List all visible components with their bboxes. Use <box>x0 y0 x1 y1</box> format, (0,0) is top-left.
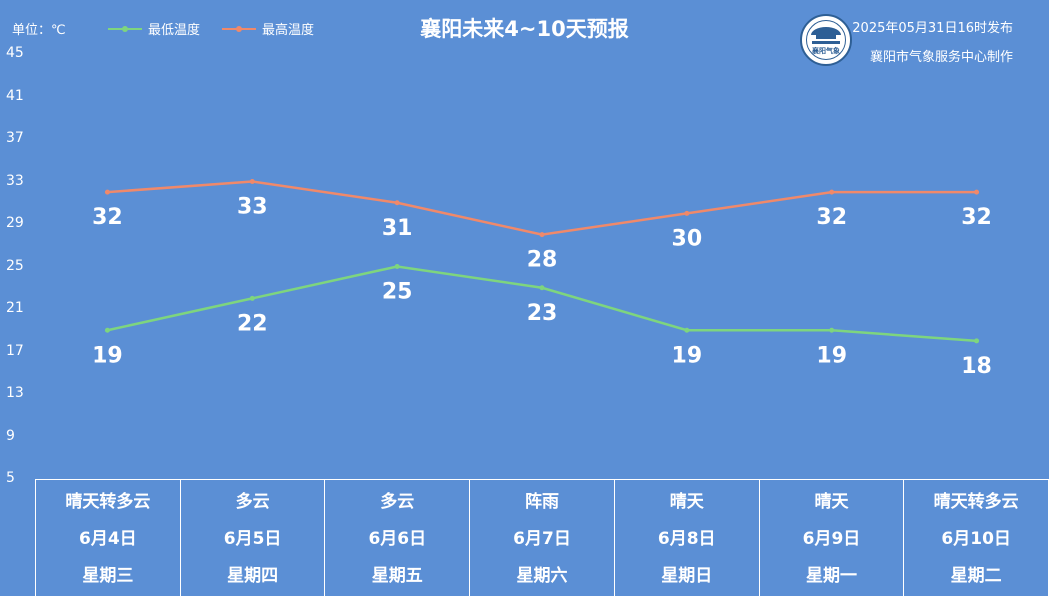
day-weekday: 星期三 <box>82 566 134 586</box>
data-point <box>394 264 400 269</box>
day-weather: 晴天 <box>814 492 849 512</box>
data-label: 28 <box>527 248 558 273</box>
day-weekday: 星期六 <box>516 566 568 586</box>
data-label: 18 <box>961 354 992 379</box>
day-weather: 多云 <box>235 492 270 512</box>
y-tick-label: 21 <box>6 300 24 316</box>
day-weather: 晴天转多云 <box>65 492 151 512</box>
data-point <box>539 232 545 238</box>
y-tick-label: 37 <box>6 130 24 146</box>
data-label: 22 <box>237 311 268 336</box>
data-label: 31 <box>382 216 413 241</box>
y-tick-label: 29 <box>6 215 24 231</box>
day-date: 6月7日 <box>513 529 571 549</box>
maker-label: 襄阳市气象服务中心制作 <box>869 50 1013 65</box>
publish-time: 2025年05月31日16时发布 <box>852 21 1013 36</box>
day-weekday: 星期四 <box>227 566 279 586</box>
data-point <box>829 189 835 195</box>
weather-service-logo: 襄阳气象 <box>800 14 852 66</box>
data-point <box>104 327 110 333</box>
day-weekday: 星期一 <box>805 566 857 586</box>
day-column: 晴天转多云 6月10日星期二 <box>903 480 1049 596</box>
chart-title: 襄阳未来4~10天预报 <box>420 17 629 41</box>
legend-low-label: 最低温度 <box>148 23 201 38</box>
y-tick-label: 41 <box>6 87 24 104</box>
day-weather: 阵雨 <box>525 492 560 512</box>
daily-forecast-table: 晴天转多云 6月4日星期三 多云 6月5日星期四 多云 6月6日星期五 阵雨 6月7日星期六 晴… <box>35 479 1049 596</box>
data-label: 19 <box>92 343 123 368</box>
day-weather: 多云 <box>380 492 415 512</box>
legend-low-swatch <box>108 22 142 36</box>
data-label: 25 <box>382 280 413 305</box>
data-label: 32 <box>92 205 123 230</box>
legend-high-label: 最高温度 <box>262 23 315 38</box>
y-tick-label: 25 <box>6 257 24 274</box>
day-date: 6月6日 <box>368 529 427 549</box>
data-point <box>829 327 835 333</box>
logo-text: 襄阳气象 <box>812 47 840 55</box>
legend-high-swatch <box>222 22 256 36</box>
day-date: 6月10日 <box>941 529 1011 549</box>
day-column: 晴天 6月8日星期日 <box>613 480 759 596</box>
day-column: 晴天 6月9日星期一 <box>758 480 904 596</box>
data-point <box>539 285 545 291</box>
data-point <box>394 200 400 206</box>
data-label: 23 <box>527 301 558 326</box>
data-label: 32 <box>816 205 847 230</box>
legend-high: 最高温度 <box>222 19 314 38</box>
data-label: 32 <box>961 205 992 230</box>
data-point <box>974 189 980 195</box>
day-column: 晴天转多云 6月4日星期三 <box>35 480 180 596</box>
data-label: 19 <box>816 343 847 368</box>
day-weather: 晴天 <box>669 492 704 512</box>
data-point <box>249 295 255 301</box>
data-label: 33 <box>237 195 268 220</box>
day-column: 多云 6月6日星期五 <box>324 480 469 596</box>
day-weekday: 星期日 <box>661 566 713 586</box>
y-tick-label: 17 <box>6 342 24 359</box>
day-column: 阵雨 6月7日星期六 <box>469 480 614 596</box>
data-label: 30 <box>672 226 703 251</box>
y-tick-label: 33 <box>6 172 24 189</box>
data-point <box>249 179 255 184</box>
unit-label: 单位：℃ <box>12 23 66 38</box>
day-date: 6月9日 <box>802 529 861 549</box>
y-tick-label: 45 <box>6 45 24 61</box>
y-tick-label: 13 <box>6 385 24 401</box>
data-point <box>684 327 690 333</box>
y-tick-label: 9 <box>6 427 15 444</box>
day-date: 6月8日 <box>657 529 716 549</box>
day-weekday: 星期二 <box>950 566 1002 586</box>
day-weekday: 星期五 <box>371 566 423 586</box>
day-column: 多云 6月5日星期四 <box>179 480 325 596</box>
y-tick-label: 5 <box>6 470 15 486</box>
legend-low: 最低温度 <box>108 19 200 38</box>
data-point <box>104 189 110 195</box>
day-date: 6月4日 <box>79 529 137 549</box>
data-point <box>684 210 690 216</box>
day-weather: 晴天转多云 <box>933 492 1019 512</box>
data-label: 19 <box>672 343 703 368</box>
data-point <box>974 338 980 344</box>
day-date: 6月5日 <box>223 529 282 549</box>
